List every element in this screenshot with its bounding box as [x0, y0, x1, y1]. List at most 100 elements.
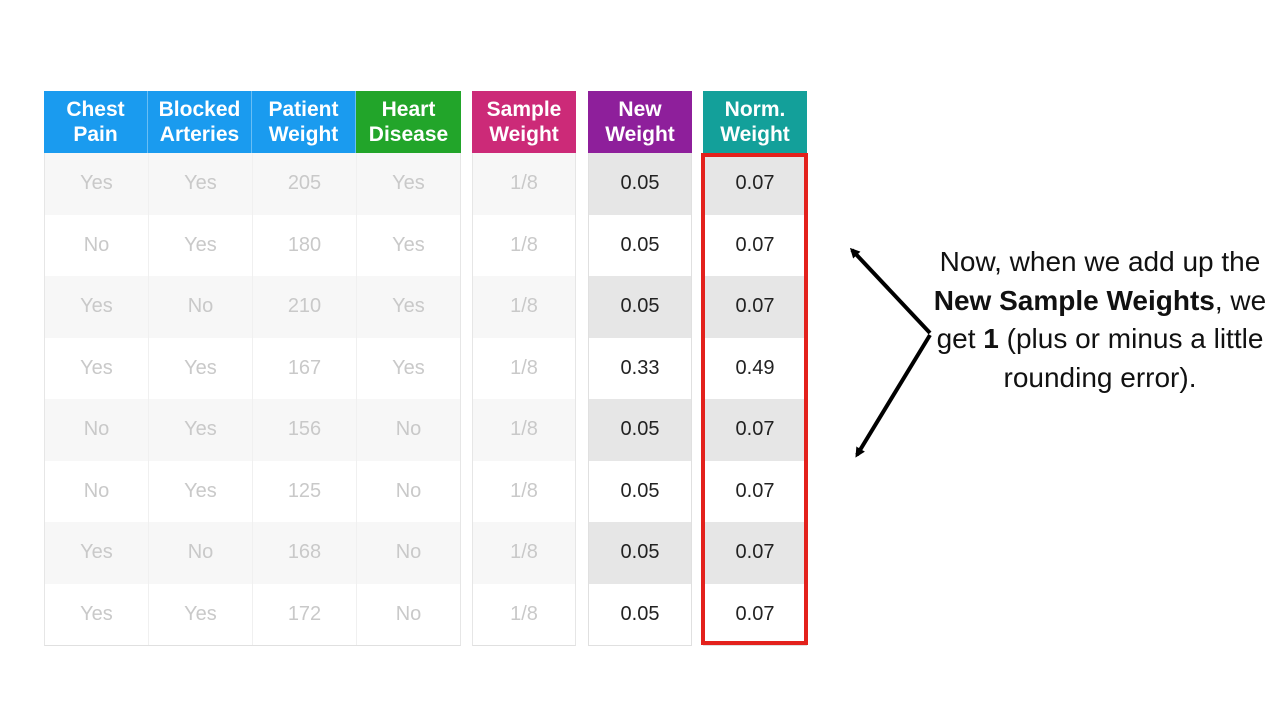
- header-chest-pain: Chest Pain: [44, 91, 148, 153]
- header-new-weight-line2: Weight: [605, 123, 675, 146]
- arrow-down-left: [855, 333, 932, 458]
- table-cell: No: [149, 522, 253, 584]
- table-cell: Yes: [357, 214, 460, 276]
- table-cell: Yes: [357, 337, 460, 399]
- caption-bold-one: 1: [983, 323, 999, 354]
- table-cell: Yes: [357, 276, 460, 338]
- table-cell: 1/8: [473, 214, 575, 276]
- features-row: Yes No 168 No: [45, 522, 460, 584]
- table-cell: Yes: [149, 153, 253, 215]
- table-cell: No: [357, 399, 460, 461]
- new-weight-row: 0.33: [589, 337, 691, 399]
- caption-text-1: Now, when we add up the: [939, 246, 1261, 277]
- table-cell: No: [149, 276, 253, 338]
- table-cell: 1/8: [473, 337, 575, 399]
- table-cell: 1/8: [473, 276, 575, 338]
- table-cell: No: [45, 399, 149, 461]
- sample-weight-body: 1/8 1/8 1/8 1/8 1/8 1/8 1/8 1/8: [472, 153, 576, 646]
- table-cell: Yes: [149, 583, 253, 645]
- features-row: Yes Yes 172 No: [45, 583, 460, 645]
- norm-weight-row: 0.07: [704, 583, 806, 645]
- sample-weight-column: Sample Weight 1/8 1/8 1/8 1/8 1/8 1/8 1/8 1/8: [472, 91, 576, 646]
- sample-weight-row: 1/8: [473, 522, 575, 584]
- header-sample-weight-line2: Weight: [489, 123, 559, 146]
- features-row: No Yes 125 No: [45, 460, 460, 522]
- table-cell: 1/8: [473, 522, 575, 584]
- norm-weight-body: 0.07 0.07 0.07 0.49 0.07 0.07 0.07 0.07: [703, 153, 807, 646]
- table-cell: 1/8: [473, 153, 575, 215]
- norm-weight-row: 0.07: [704, 153, 806, 215]
- norm-weight-row: 0.07: [704, 522, 806, 584]
- table-cell: No: [357, 460, 460, 522]
- features-row: Yes Yes 167 Yes: [45, 337, 460, 399]
- new-weight-header-row: New Weight: [588, 91, 692, 153]
- table-cell: Yes: [45, 153, 149, 215]
- norm-weight-row: 0.49: [704, 337, 806, 399]
- table-cell: Yes: [149, 337, 253, 399]
- table-cell: 0.05: [589, 460, 691, 522]
- header-blocked-arteries-line1: Blocked: [158, 98, 241, 121]
- arrow-up-left: [849, 247, 932, 335]
- table-cell: 0.33: [589, 337, 691, 399]
- table-cell: 1/8: [473, 460, 575, 522]
- header-new-weight: New Weight: [588, 91, 692, 153]
- header-sample-weight-line1: Sample: [486, 98, 562, 121]
- header-sample-weight: Sample Weight: [472, 91, 576, 153]
- header-patient-weight-line1: Patient: [268, 98, 339, 121]
- table-cell: Yes: [45, 276, 149, 338]
- table-cell: 0.05: [589, 399, 691, 461]
- table-cell: 0.07: [704, 583, 806, 645]
- table-cell: Yes: [45, 522, 149, 584]
- features-header-row: Chest Pain Blocked Arteries Patient Weig…: [44, 91, 461, 153]
- table-cell: Yes: [149, 460, 253, 522]
- table-cell: 172: [253, 583, 357, 645]
- features-row: Yes No 210 Yes: [45, 276, 460, 338]
- sample-weight-row: 1/8: [473, 214, 575, 276]
- header-chest-pain-line1: Chest: [66, 98, 125, 121]
- header-patient-weight: Patient Weight: [252, 91, 356, 153]
- new-weight-row: 0.05: [589, 276, 691, 338]
- header-norm-weight-line2: Weight: [720, 123, 790, 146]
- new-weight-row: 0.05: [589, 153, 691, 215]
- caption-text-2: , we get: [936, 284, 1267, 355]
- header-blocked-arteries: Blocked Arteries: [148, 91, 252, 153]
- features-row: Yes Yes 205 Yes: [45, 153, 460, 215]
- table-cell: 0.49: [704, 337, 806, 399]
- table-cell: 1/8: [473, 399, 575, 461]
- table-cell: 0.05: [589, 522, 691, 584]
- sample-weight-row: 1/8: [473, 276, 575, 338]
- norm-weight-row: 0.07: [704, 460, 806, 522]
- features-table: Chest Pain Blocked Arteries Patient Weig…: [44, 91, 461, 646]
- caption-text-3: (plus or minus a little rounding error).: [998, 323, 1264, 393]
- header-heart-disease: Heart Disease: [356, 91, 461, 153]
- table-cell: 0.05: [589, 153, 691, 215]
- features-row: No Yes 156 No: [45, 399, 460, 461]
- table-cell: No: [45, 460, 149, 522]
- table-cell: Yes: [149, 399, 253, 461]
- new-weight-row: 0.05: [589, 399, 691, 461]
- norm-weight-row: 0.07: [704, 214, 806, 276]
- header-patient-weight-line2: Weight: [268, 123, 339, 146]
- table-cell: No: [357, 522, 460, 584]
- header-blocked-arteries-line2: Arteries: [159, 123, 240, 146]
- norm-weight-row: 0.07: [704, 276, 806, 338]
- sample-weight-row: 1/8: [473, 399, 575, 461]
- table-cell: 168: [253, 522, 357, 584]
- table-cell: 180: [253, 214, 357, 276]
- header-heart-disease-line2: Disease: [368, 123, 449, 146]
- features-row: No Yes 180 Yes: [45, 214, 460, 276]
- table-cell: 0.05: [589, 276, 691, 338]
- norm-weight-header-row: Norm. Weight: [703, 91, 807, 153]
- table-cell: 0.07: [704, 399, 806, 461]
- sample-weight-row: 1/8: [473, 337, 575, 399]
- norm-weight-column: Norm. Weight 0.07 0.07 0.07 0.49 0.07 0.07 0.0…: [703, 91, 807, 646]
- table-cell: No: [45, 214, 149, 276]
- header-heart-disease-line1: Heart: [381, 98, 436, 121]
- table-cell: 156: [253, 399, 357, 461]
- sample-weight-row: 1/8: [473, 583, 575, 645]
- new-weight-row: 0.05: [589, 583, 691, 645]
- table-cell: 0.05: [589, 583, 691, 645]
- table-cell: Yes: [45, 337, 149, 399]
